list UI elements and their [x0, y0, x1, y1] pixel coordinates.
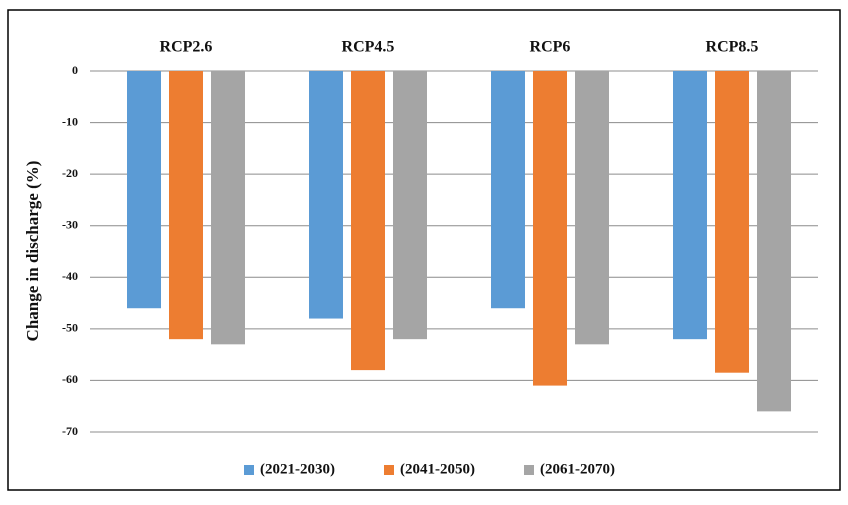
bar	[575, 71, 609, 345]
category-label: RCP8.5	[706, 39, 759, 56]
y-tick-label: -40	[62, 269, 78, 283]
legend-label: (2041-2050)	[400, 461, 475, 477]
category-label: RCP6	[530, 39, 571, 56]
legend-swatch	[244, 465, 254, 475]
legend-swatch	[524, 465, 534, 475]
bar	[491, 71, 525, 309]
y-tick-label: 0	[72, 63, 78, 77]
y-tick-label: -60	[62, 372, 78, 386]
bar	[533, 71, 567, 386]
bar	[673, 71, 707, 340]
bar	[757, 71, 791, 412]
y-tick-label: -70	[62, 424, 78, 438]
bar	[127, 71, 161, 309]
bar	[211, 71, 245, 345]
legend-label: (2061-2070)	[540, 461, 615, 477]
y-tick-label: -10	[62, 114, 78, 128]
y-tick-label: -30	[62, 217, 78, 231]
bar	[715, 71, 749, 373]
y-axis-label: Change in discharge (%)	[23, 161, 42, 342]
category-label: RCP2.6	[160, 39, 213, 56]
bar	[393, 71, 427, 340]
category-label: RCP4.5	[342, 39, 395, 56]
bar	[309, 71, 343, 319]
legend-label: (2021-2030)	[260, 461, 335, 477]
legend-swatch	[384, 465, 394, 475]
bar	[351, 71, 385, 371]
bar	[169, 71, 203, 340]
y-tick-label: -20	[62, 166, 78, 180]
y-tick-label: -50	[62, 321, 78, 335]
